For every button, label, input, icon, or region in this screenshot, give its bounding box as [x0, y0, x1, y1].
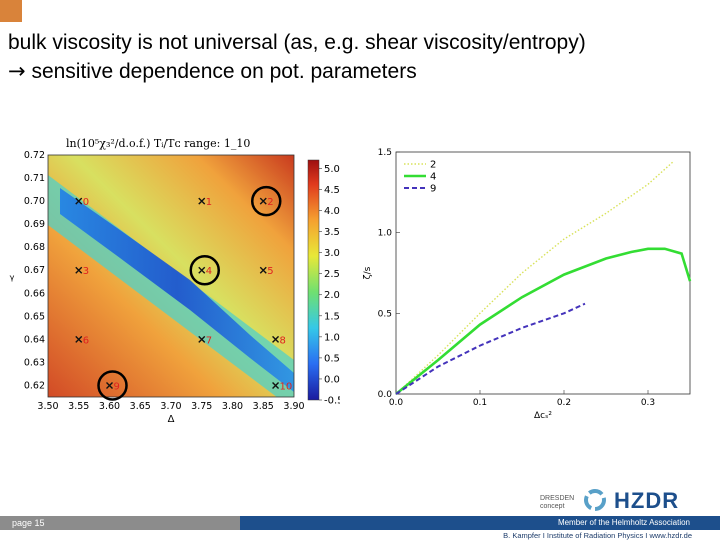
heatmap-marker-label: 1: [206, 197, 212, 208]
heatmap-marker: 0: [75, 197, 89, 208]
heatmap-ytick: 0.66: [24, 288, 45, 299]
heatmap-marker: 10: [272, 381, 293, 392]
colorbar-tick: 4.0: [324, 206, 340, 217]
page-number: page 15: [12, 518, 45, 528]
colorbar-tick: 2.5: [324, 269, 340, 280]
heatmap-ytick: 0.65: [24, 311, 45, 322]
heatmap-xlabel: Δ: [168, 414, 175, 425]
heatmap-xtick: 3.85: [253, 401, 274, 412]
heatmap-marker: 8: [272, 335, 286, 346]
heatmap-xtick: 3.50: [37, 401, 58, 412]
line-chart: 0.0 0.5 1.0 1.5 0.0 0.1 0.2 0.3 249 Δcₛ² ζ/s: [363, 148, 692, 421]
series-line-9: [395, 302, 586, 395]
dresden-concept-logo: DRESDEN concept: [540, 495, 574, 511]
heatmap-xtick: 3.75: [191, 401, 212, 412]
dresden-line-1: DRESDEN: [540, 495, 575, 502]
line-ytick: 1.0: [378, 229, 393, 239]
dresden-line-2: concept: [540, 503, 565, 510]
heatmap-marker: 5: [259, 266, 274, 277]
heatmap-ytick: 0.63: [24, 357, 45, 368]
heatmap-marker-label: 4: [206, 266, 212, 277]
line-ylabel: ζ/s: [363, 266, 373, 279]
heatmap-ytick: 0.72: [24, 150, 45, 161]
highlight-circle: [97, 370, 128, 401]
hzdr-logo: HZDR: [614, 488, 680, 513]
colorbar-tick: 0.0: [324, 374, 340, 385]
heatmap-marker-label: 10: [280, 381, 293, 392]
heatmap-ytick: 0.69: [24, 219, 45, 230]
line-xtick: 0.2: [557, 398, 571, 408]
title-line-2-text: sensitive dependence on pot. parameters: [25, 60, 417, 83]
heatmap-ylabel: γ: [10, 273, 15, 282]
credit-line: B. Kampfer I Institute of Radiation Phys…: [503, 531, 692, 540]
blue-valley: [60, 188, 294, 392]
heatmap-marker-label: 8: [280, 335, 286, 346]
heatmap-marker-label: 6: [83, 335, 89, 346]
heatmap-xtick: 3.65: [130, 401, 151, 412]
colorbar-tick: 3.5: [324, 227, 340, 238]
footer-blue-bar: [240, 516, 720, 530]
heatmap-marker: 1: [198, 197, 212, 208]
heatmap-marker-label: 7: [206, 335, 212, 346]
heatmap-xtick: 3.90: [283, 401, 304, 412]
heatmap-xtick: 3.80: [222, 401, 243, 412]
line-xlabel: Δcₛ²: [534, 411, 552, 421]
heatmap-marker: 3: [75, 266, 89, 277]
heatmap-marker: 7: [198, 335, 212, 346]
heatmap-xtick: 3.70: [160, 401, 181, 412]
colorbar: [307, 159, 320, 401]
member-line: Member of the Helmholtz Association: [557, 518, 690, 527]
heatmap-ytick: 0.64: [24, 334, 45, 345]
line-ytick: 1.5: [378, 148, 392, 158]
heatmap-xtick: 3.60: [99, 401, 120, 412]
heatmap-marker-label: 0: [83, 197, 89, 208]
legend-label: 9: [430, 184, 436, 195]
colorbar-tick: -0.5: [324, 396, 340, 407]
heatmap-marker-label: 5: [267, 266, 273, 277]
highlight-circle: [251, 185, 282, 217]
title-line-2: → sensitive dependence on pot. parameter…: [8, 57, 586, 86]
legend-label: 2: [430, 160, 436, 171]
heatmap-ytick: 0.71: [24, 173, 45, 184]
colorbar-tick: 1.0: [324, 332, 340, 343]
heatmap-chart: ln(10⁵χ₃²/d.o.f.) Tᵢ/Tᴄ range: 1_10 0.72…: [10, 137, 340, 425]
line-xtick: 0.1: [473, 398, 487, 408]
heatmap-ytick: 0.62: [24, 380, 45, 391]
heatmap-ytick: 0.68: [24, 242, 45, 253]
line-xtick: 0.0: [389, 398, 404, 408]
colorbar-tick: 2.0: [324, 290, 340, 301]
series-line-4: [395, 247, 692, 396]
line-ytick: 0.0: [378, 390, 393, 400]
heatmap-marker: 6: [75, 335, 89, 346]
line-ytick: 0.5: [378, 309, 392, 319]
heatmap-ytick: 0.67: [24, 265, 45, 276]
colorbar-tick: 1.5: [324, 311, 340, 322]
colorbar-tick: 3.0: [324, 248, 340, 259]
slide-title: bulk viscosity is not universal (as, e.g…: [8, 28, 586, 86]
colorbar-tick: 5.0: [324, 164, 340, 175]
heatmap-marker-label: 2: [267, 197, 273, 208]
heatmap-ytick: 0.70: [24, 196, 45, 207]
heatmap-marker: 4: [189, 254, 220, 286]
heatmap-marker-label: 9: [114, 381, 120, 392]
legend-label: 4: [430, 172, 436, 183]
heatmap-marker: 2: [251, 185, 282, 217]
title-line-1: bulk viscosity is not universal (as, e.g…: [8, 31, 586, 54]
heatmap-marker: 9: [97, 370, 128, 401]
corner-accent: [0, 0, 22, 22]
series-line-2: [395, 161, 674, 395]
footer-gray-bar: [0, 516, 240, 530]
dresden-logo-icon: [584, 489, 606, 511]
arrow-icon: →: [8, 59, 26, 83]
colorbar-tick: 4.5: [324, 185, 340, 196]
highlight-circle: [189, 254, 220, 286]
heatmap-xtick: 3.55: [68, 401, 89, 412]
heatmap-title: ln(10⁵χ₃²/d.o.f.) Tᵢ/Tᴄ range: 1_10: [66, 137, 250, 150]
colorbar-tick: 0.5: [324, 353, 340, 364]
line-xtick: 0.3: [641, 398, 655, 408]
heatmap-marker-label: 3: [83, 266, 89, 277]
